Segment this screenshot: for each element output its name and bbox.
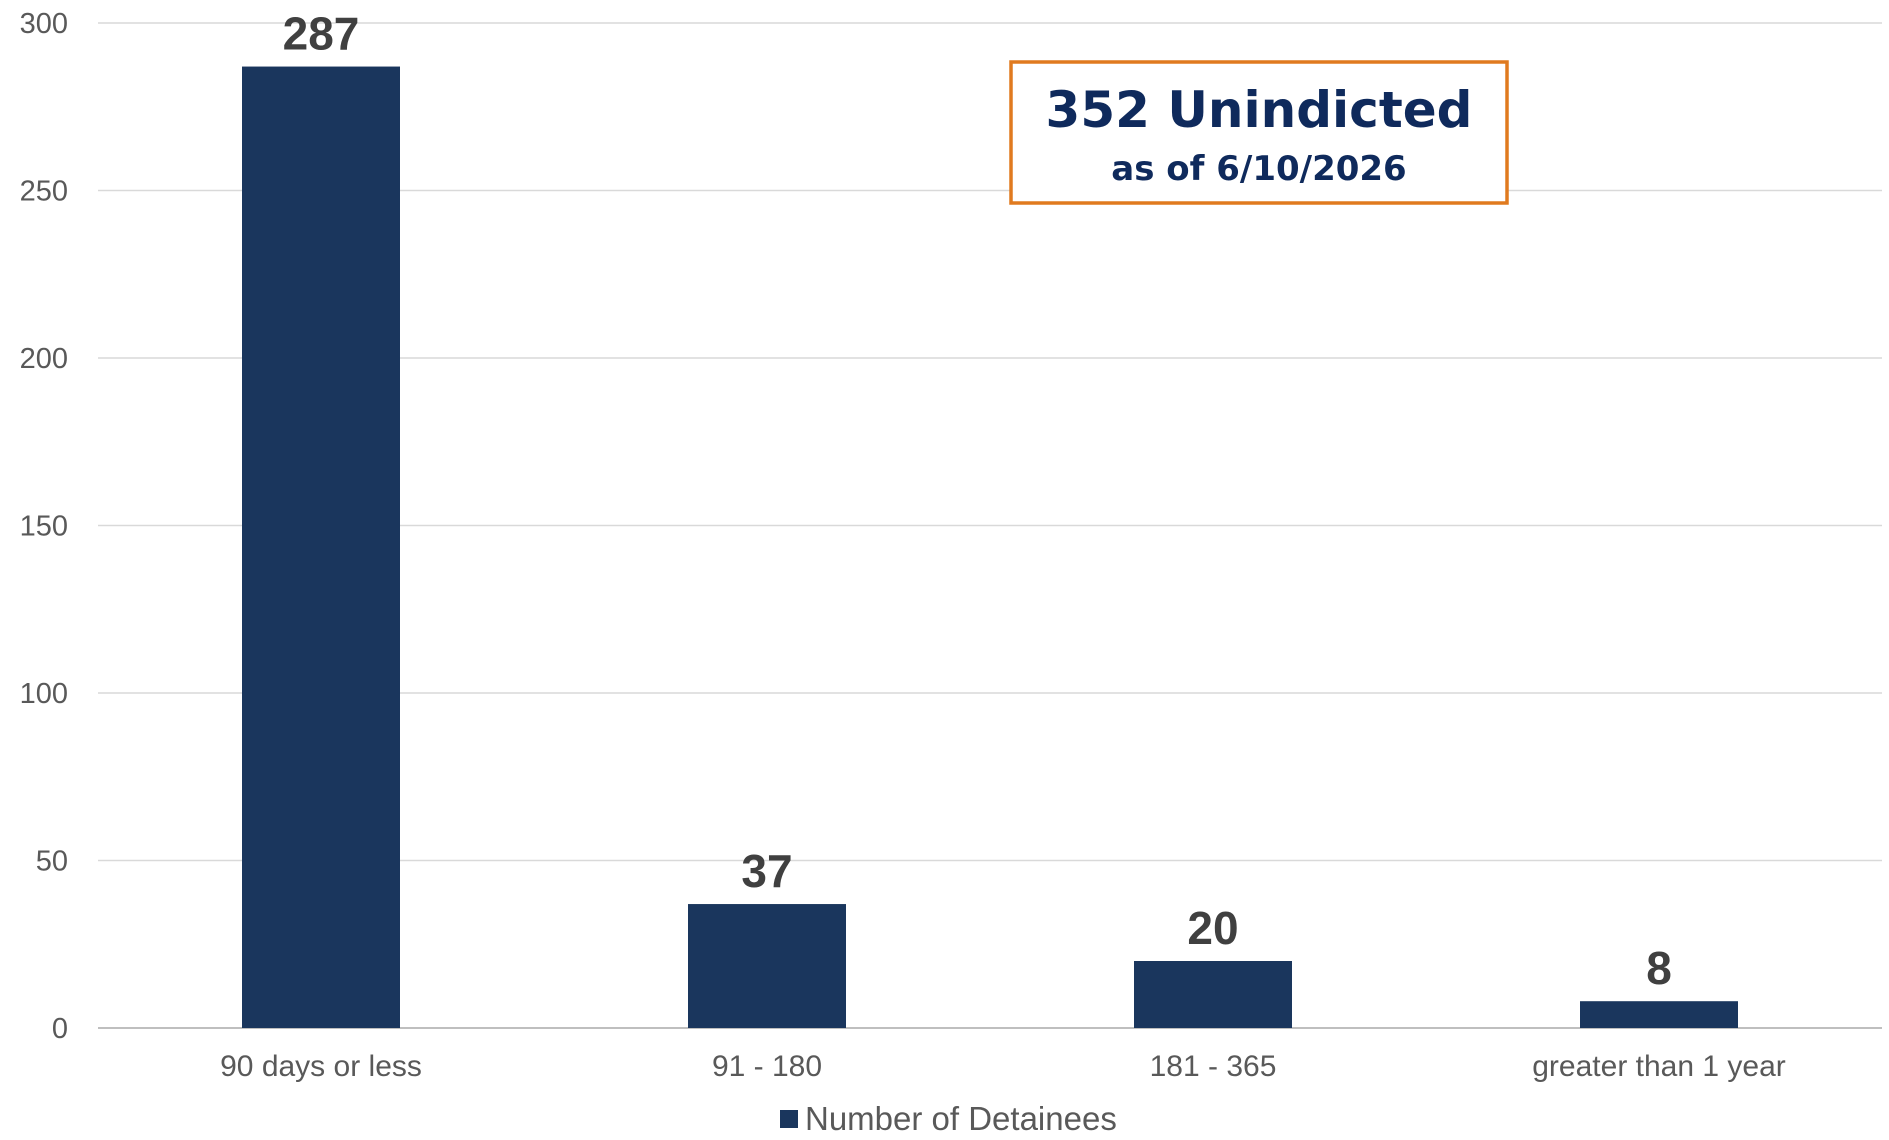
data-label: 287	[283, 8, 360, 60]
bar	[1580, 1001, 1738, 1028]
y-tick-label: 200	[20, 343, 68, 375]
bar	[1134, 961, 1292, 1028]
y-tick-label: 100	[20, 678, 68, 710]
data-label: 37	[741, 845, 792, 897]
y-tick-label: 250	[20, 176, 68, 208]
y-tick-label: 50	[36, 846, 68, 878]
legend-label: Number of Detainees	[805, 1100, 1117, 1135]
x-axis-categories: 90 days or less 91 - 180 181 - 365 greater …	[220, 1050, 1786, 1083]
category-label: greater than 1 year	[1532, 1050, 1786, 1083]
data-label: 20	[1187, 902, 1238, 954]
y-tick-label: 0	[52, 1013, 68, 1045]
bar	[242, 66, 400, 1029]
data-labels: 287 37 20 8	[283, 8, 1672, 995]
y-tick-label: 150	[20, 511, 68, 543]
category-label: 181 - 365	[1150, 1050, 1277, 1083]
bars	[242, 66, 1738, 1029]
category-label: 91 - 180	[712, 1050, 822, 1083]
callout-title: 352 Unindicted	[1046, 81, 1473, 139]
y-tick-label: 300	[20, 8, 68, 40]
legend: Number of Detainees	[780, 1100, 1117, 1137]
bar	[688, 904, 846, 1028]
y-axis-ticks: 0 50 100 150 200 250 300	[20, 8, 68, 1045]
legend-swatch	[780, 1110, 798, 1128]
category-label: 90 days or less	[220, 1050, 422, 1083]
callout-annotation: 352 Unindicted as of 6/10/2026	[1009, 60, 1509, 205]
callout-subtitle: as of 6/10/2026	[1111, 149, 1406, 189]
data-label: 8	[1646, 942, 1672, 994]
callout-box	[1009, 60, 1509, 205]
